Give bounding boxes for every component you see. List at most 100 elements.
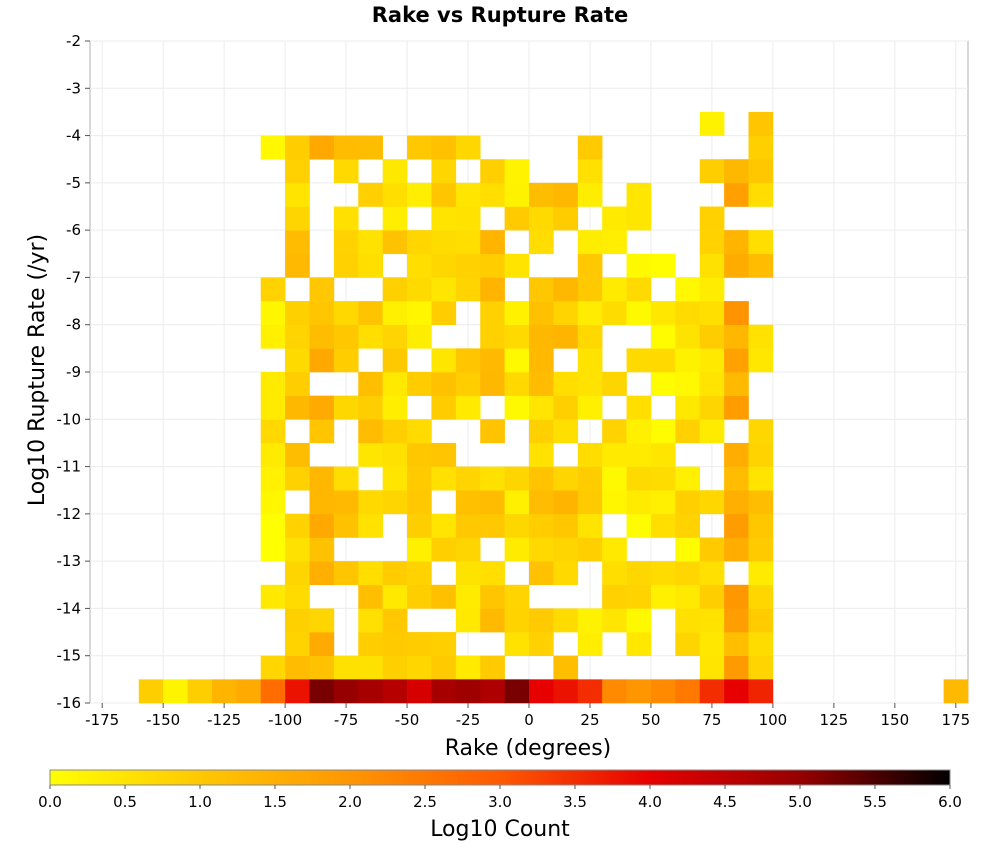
heatmap-cell: [650, 490, 676, 515]
heatmap-cell: [455, 206, 481, 231]
heatmap-cell: [650, 348, 676, 373]
heatmap-cell: [382, 230, 408, 255]
heatmap-cell: [455, 348, 481, 373]
heatmap-cell: [455, 513, 481, 538]
heatmap-cell: [407, 679, 432, 704]
heatmap-cell: [285, 466, 310, 491]
heatmap-cell: [724, 348, 749, 373]
heatmap-cell: [553, 466, 579, 491]
heatmap-cell: [382, 632, 408, 657]
heatmap-cell: [577, 632, 603, 657]
heatmap-cell: [650, 442, 676, 467]
heatmap-cell: [748, 561, 774, 586]
heatmap-cell: [724, 584, 749, 609]
heatmap-cell: [163, 679, 188, 704]
heatmap-cell: [358, 655, 383, 680]
heatmap-cell: [431, 679, 457, 704]
heatmap-cell: [724, 466, 749, 491]
colorbar-tick-label: 0.0: [38, 793, 62, 811]
heatmap-cell: [748, 348, 774, 373]
heatmap-cell: [407, 561, 432, 586]
x-tick-label: -50: [395, 711, 420, 729]
heatmap-cell: [285, 348, 310, 373]
heatmap-cell: [699, 632, 725, 657]
heatmap-cell: [626, 277, 652, 302]
heatmap-cell: [333, 301, 359, 326]
heatmap-cell: [285, 632, 310, 657]
heatmap-cell: [724, 513, 749, 538]
heatmap-cell: [529, 372, 554, 396]
heatmap-cell: [675, 419, 701, 444]
heatmap-cell: [407, 584, 432, 609]
heatmap-cell: [187, 679, 213, 704]
x-tick-label: 125: [820, 711, 849, 729]
heatmap-cell: [602, 301, 627, 326]
heatmap-cell: [358, 372, 383, 396]
y-axis-ticks: -2 -3 -4 -5 -6 -7 -8 -9 -10 -11 -12 -13 -14 -15 -16: [57, 32, 90, 712]
heatmap-cell: [529, 419, 554, 444]
heatmap-cell: [358, 135, 383, 160]
heatmap-cell: [480, 372, 505, 396]
heatmap-cell: [455, 395, 481, 420]
heatmap-cell: [748, 466, 774, 491]
heatmap-cell: [626, 206, 652, 231]
x-tick-label: 75: [702, 711, 721, 729]
heatmap-cell: [626, 490, 652, 515]
heatmap-cell: [748, 419, 774, 444]
heatmap-cell: [333, 159, 359, 184]
heatmap-cell: [309, 277, 335, 302]
heatmap-cell: [602, 277, 627, 302]
heatmap-cell: [358, 301, 383, 326]
heatmap-cell: [504, 372, 530, 396]
heatmap-cell: [211, 679, 237, 704]
heatmap-cell: [431, 206, 457, 231]
heatmap-cell: [529, 537, 554, 562]
heatmap-cell: [431, 372, 457, 396]
heatmap-cell: [333, 490, 359, 515]
heatmap-cell: [504, 679, 530, 704]
heatmap-cell: [455, 135, 481, 160]
heatmap-cell: [431, 584, 457, 609]
heatmap-cell: [358, 490, 383, 515]
heatmap-cell: [407, 372, 432, 396]
heatmap-cell: [455, 230, 481, 255]
heatmap-cell: [358, 419, 383, 444]
heatmap-cell: [407, 466, 432, 491]
heatmap-cell: [529, 442, 554, 467]
heatmap-cell: [407, 277, 432, 302]
heatmap-cell: [626, 679, 652, 704]
heatmap-cells: [138, 111, 969, 704]
heatmap-cell: [480, 324, 505, 349]
heatmap-cell: [748, 632, 774, 657]
heatmap-cell: [285, 253, 310, 278]
heatmap-cell: [602, 679, 627, 704]
heatmap-cell: [480, 584, 505, 609]
y-tick-label: -16: [57, 694, 82, 712]
heatmap-cell: [309, 632, 335, 657]
heatmap-cell: [724, 230, 749, 255]
heatmap-cell: [577, 490, 603, 515]
heatmap-cell: [650, 679, 676, 704]
heatmap-cell: [285, 395, 310, 420]
heatmap-cell: [480, 561, 505, 586]
heatmap-cell: [260, 301, 286, 326]
colorbar-tick-label: 5.0: [788, 793, 812, 811]
heatmap-cell: [553, 301, 579, 326]
heatmap-cell: [675, 537, 701, 562]
heatmap-cell: [480, 419, 505, 444]
x-axis-ticks: -175 -150 -125 -100 -75 -50 -25 0 25 50 75 100 125 15…: [85, 703, 970, 729]
heatmap-cell: [260, 513, 286, 538]
heatmap-cell: [577, 135, 603, 160]
heatmap-cell: [333, 324, 359, 349]
heatmap-cell: [602, 466, 627, 491]
heatmap-cell: [358, 608, 383, 633]
heatmap-cell: [748, 182, 774, 207]
heatmap-cell: [748, 655, 774, 680]
colorbar-tick-label: 6.0: [938, 793, 962, 811]
heatmap-cell: [553, 324, 579, 349]
heatmap-cell: [577, 466, 603, 491]
heatmap-cell: [577, 277, 603, 302]
heatmap-cell: [626, 513, 652, 538]
heatmap-cell: [333, 230, 359, 255]
heatmap-cell: [699, 584, 725, 609]
